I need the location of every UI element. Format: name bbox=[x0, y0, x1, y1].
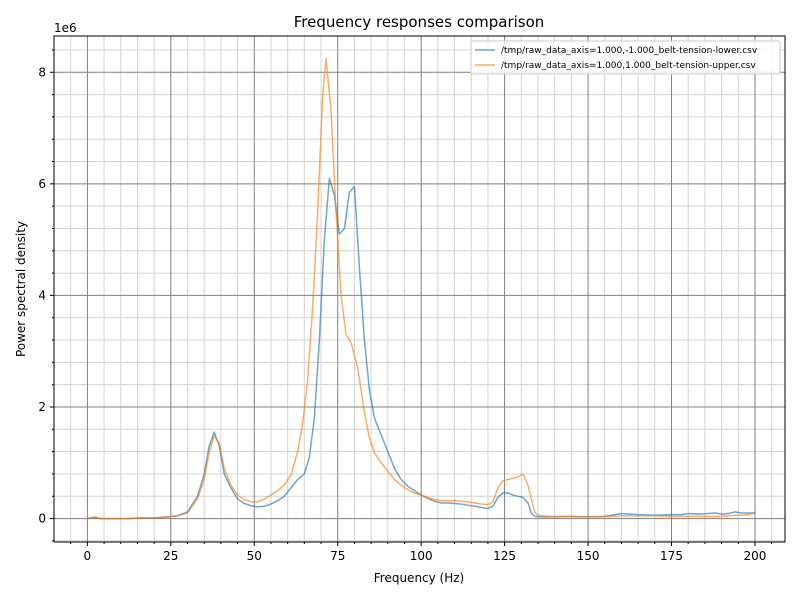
x-axis-ticks: 0 25 50 75 100 125 150 175 200 bbox=[70, 542, 773, 563]
x-tick-label: 100 bbox=[410, 549, 433, 563]
x-tick-label: 200 bbox=[744, 549, 767, 563]
y-tick-label: 4 bbox=[38, 288, 46, 302]
x-tick-label: 75 bbox=[330, 549, 345, 563]
y-axis-ticks: 0 2 4 6 8 bbox=[38, 49, 54, 542]
series-layer bbox=[87, 57, 756, 520]
legend: /tmp/raw_data_axis=1.000,-1.000_belt-ten… bbox=[470, 40, 781, 75]
legend-label-2: /tmp/raw_data_axis=1.000,1.000_belt-tens… bbox=[501, 61, 756, 71]
y-scale-label: 1e6 bbox=[54, 21, 77, 35]
y-tick-label: 8 bbox=[38, 65, 46, 79]
x-tick-label: 50 bbox=[247, 549, 262, 563]
x-tick-label: 175 bbox=[660, 549, 683, 563]
grid-minor bbox=[54, 36, 785, 542]
series-line-1 bbox=[87, 177, 755, 520]
x-tick-label: 125 bbox=[493, 549, 516, 563]
series-line-2 bbox=[87, 57, 756, 520]
y-tick-label: 2 bbox=[38, 400, 46, 414]
x-tick-label: 150 bbox=[577, 549, 600, 563]
x-tick-label: 0 bbox=[84, 549, 92, 563]
chart-title: Frequency responses comparison bbox=[294, 13, 545, 31]
y-tick-label: 6 bbox=[38, 177, 46, 191]
y-tick-label: 0 bbox=[38, 512, 46, 526]
legend-box bbox=[470, 40, 781, 75]
y-axis-label: Power spectral density bbox=[14, 221, 28, 357]
grid-major bbox=[54, 36, 785, 542]
plot-frame bbox=[53, 35, 786, 543]
x-axis-label: Frequency (Hz) bbox=[374, 571, 465, 585]
x-tick-label: 25 bbox=[163, 549, 178, 563]
legend-label-1: /tmp/raw_data_axis=1.000,-1.000_belt-ten… bbox=[501, 46, 758, 56]
